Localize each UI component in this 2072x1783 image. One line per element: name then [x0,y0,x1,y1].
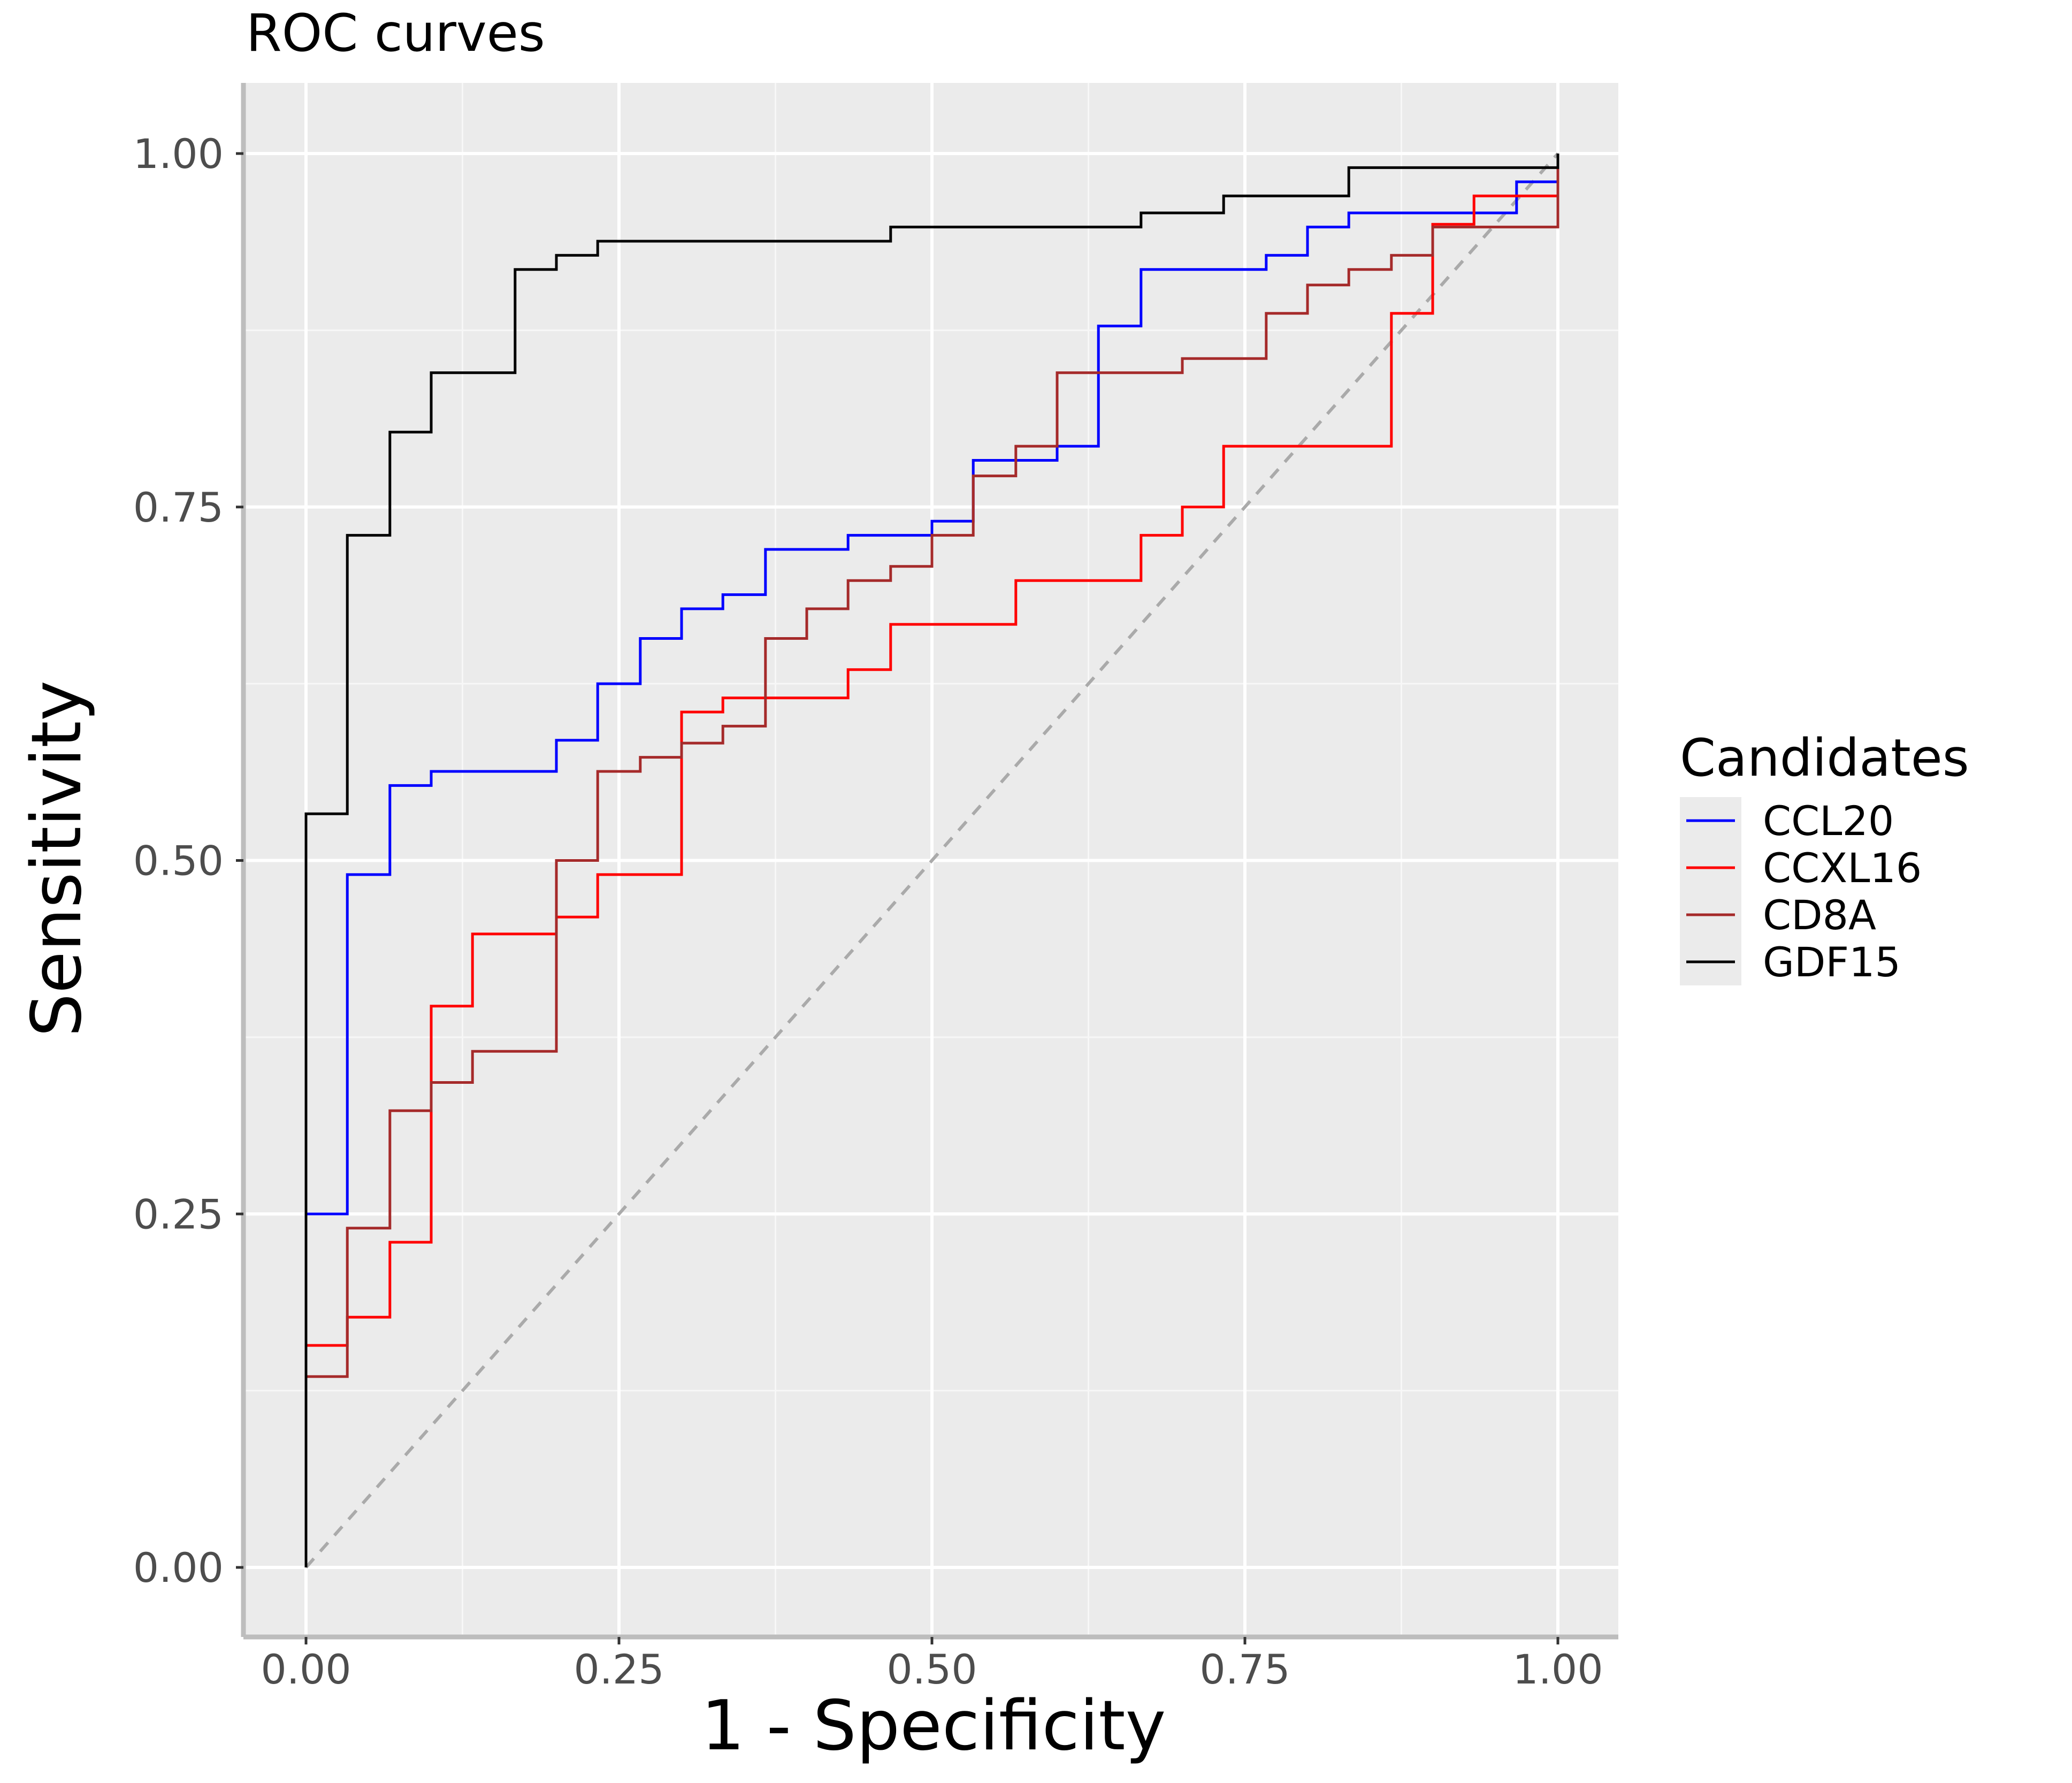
legend-title: Candidates [1680,728,1969,788]
x-axis-label: 1 - Specificity [701,1686,1166,1766]
legend-label-gdf15: GDF15 [1763,938,1901,986]
legend-label-ccxl16: CCXL16 [1763,844,1922,892]
series-line-ccxl16 [304,154,1559,1567]
series-line-ccl20 [304,154,1559,1567]
reference-diagonal [304,152,1559,1568]
x-tick-label: 0.00 [261,1646,351,1693]
x-tick-label: 0.25 [574,1646,664,1693]
y-tick-label: 0.50 [133,837,224,885]
series-line-gdf15 [304,154,1559,1567]
y-tick-label: 0.75 [133,484,224,531]
tick-labels: 0.00 0.25 0.50 0.75 1.00 0.00 0.25 0.50 0.75 1.00 [133,130,1603,1693]
x-tick-label: 0.75 [1199,1646,1290,1693]
legend-label-cd8a: CD8A [1763,891,1876,939]
x-tick-label: 1.00 [1512,1646,1603,1693]
y-tick-label: 1.00 [133,130,224,178]
chart-title: ROC curves [246,3,545,63]
y-tick-label: 0.25 [133,1190,224,1238]
reference-line [304,152,1559,1568]
y-axis-label: Sensitivity [17,680,97,1037]
x-tick-label: 0.50 [886,1646,977,1693]
axes [236,83,1618,1644]
y-tick-label: 0.00 [133,1544,224,1591]
series-line-cd8a [304,154,1559,1567]
series-lines [304,154,1559,1567]
legend-label-ccl20: CCL20 [1763,797,1894,845]
